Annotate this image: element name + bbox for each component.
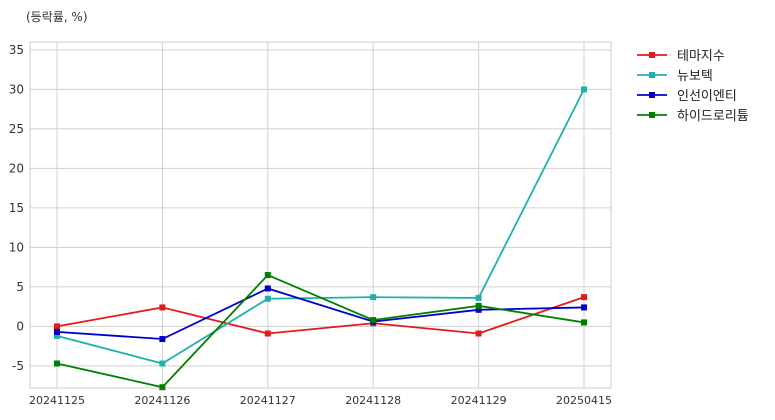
series-line-4 (56, 273, 585, 389)
y-tick-label: 10 (9, 240, 24, 254)
unit-label: (등락률, %) (26, 10, 88, 24)
y-tick-label: 35 (9, 43, 24, 57)
data-point (581, 319, 587, 326)
data-point (475, 302, 482, 309)
y-tick-label: -5 (12, 359, 24, 373)
x-tick-label: 20241129 (451, 394, 507, 407)
data-point (264, 330, 271, 337)
data-point (264, 272, 271, 279)
data-point (54, 323, 60, 330)
data-point (581, 304, 587, 311)
legend-label: 뉴보텍 (677, 69, 713, 84)
data-point (54, 332, 60, 339)
x-tick-label: 20241127 (240, 394, 296, 407)
data-point (370, 317, 377, 324)
y-tick-label: 20 (9, 161, 24, 175)
x-tick-label: 20241126 (134, 394, 190, 407)
data-point (264, 295, 271, 302)
data-point (475, 306, 482, 313)
data-point (54, 328, 60, 335)
data-point (159, 336, 166, 343)
data-point (475, 294, 482, 301)
data-point (370, 294, 377, 301)
data-point (159, 384, 166, 391)
plot-frame (29, 41, 612, 389)
legend-marker (649, 92, 655, 98)
y-tick-label: 0 (16, 319, 24, 333)
y-tick-label: 30 (9, 82, 24, 96)
series-line-1 (56, 296, 585, 335)
data-point (475, 330, 482, 337)
legend-marker (649, 112, 655, 118)
data-point (581, 86, 587, 93)
data-point (54, 360, 60, 367)
x-tick-label: 20250415 (556, 394, 612, 407)
data-point (581, 294, 587, 301)
data-point (159, 304, 166, 311)
legend-marker (649, 72, 655, 78)
legend-marker (649, 52, 655, 58)
legend-label: 테마지수 (677, 49, 725, 64)
y-tick-label: 15 (9, 201, 24, 215)
plot-area (30, 42, 611, 388)
x-tick-label: 20241128 (345, 394, 401, 407)
y-tick-label: 5 (16, 280, 24, 294)
y-tick-label: 25 (9, 122, 24, 136)
data-point (159, 360, 166, 367)
legend-label: 인선이엔티 (677, 89, 737, 104)
data-point (264, 285, 271, 292)
legend-label: 하이드로리튬 (677, 109, 749, 124)
x-tick-label: 20241125 (29, 394, 85, 407)
